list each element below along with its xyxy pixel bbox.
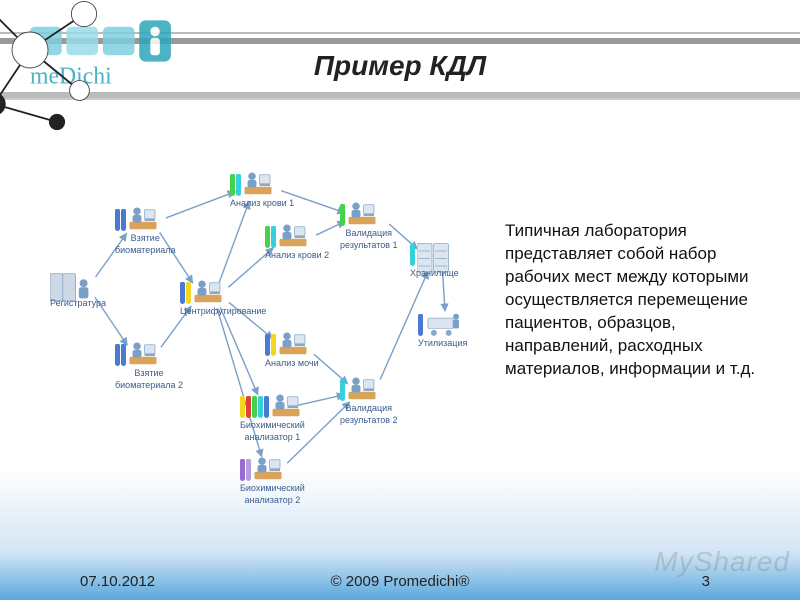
header: meDichi Пример КДЛ: [0, 0, 800, 110]
description-text: Типичная лаборатория представляет собой …: [505, 220, 765, 381]
content-area: Типичная лаборатория представляет собой …: [0, 150, 800, 510]
slide-title: Пример КДЛ: [0, 50, 800, 82]
node-vb1: Взятиебиоматериала: [115, 205, 176, 255]
node-reg: Регистратура: [50, 270, 106, 308]
node-val2: Валидациярезультатов 2: [340, 375, 398, 425]
node-bio1: Биохимическийанализатор 1: [240, 392, 305, 442]
footer-page: 3: [702, 573, 710, 590]
node-ak2: Анализ крови 2: [265, 222, 329, 260]
node-am: Анализ мочи: [265, 330, 319, 368]
workflow-diagram: РегистратураВзятиебиоматериала Взятиебиом…: [40, 160, 470, 520]
node-bio2: Биохимическийанализатор 2: [240, 455, 305, 505]
node-val1: Валидациярезультатов 1: [340, 200, 398, 250]
node-store: Хранилище: [410, 240, 459, 278]
node-vb2: Взятиебиоматериала 2: [115, 340, 183, 390]
footer: 07.10.2012 © 2009 Promedichi® 3: [0, 564, 800, 592]
node-util: Утилизация: [418, 310, 467, 348]
molecule-decoration: [0, 0, 120, 140]
slide: meDichi Пример КДЛ Типичная лаборатория …: [0, 0, 800, 600]
footer-copyright: © 2009 Promedichi®: [0, 573, 800, 590]
node-ak1: Анализ крови 1: [230, 170, 294, 208]
node-cent: Центрифутирование: [180, 278, 266, 316]
